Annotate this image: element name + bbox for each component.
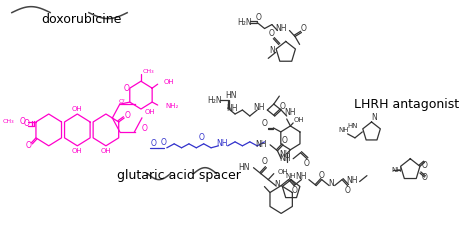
- Text: NH: NH: [275, 24, 287, 33]
- Text: O: O: [301, 24, 306, 33]
- Text: OH: OH: [277, 169, 288, 175]
- Text: O: O: [421, 161, 427, 170]
- Text: NH₂: NH₂: [165, 103, 178, 109]
- Text: O: O: [345, 186, 350, 195]
- Text: O': O': [118, 99, 126, 104]
- Text: OH: OH: [100, 148, 111, 154]
- Text: O: O: [269, 29, 274, 38]
- Text: OH: OH: [294, 117, 305, 123]
- Text: NH: NH: [255, 140, 266, 149]
- Text: doxorubicine: doxorubicine: [41, 13, 121, 26]
- Text: O: O: [26, 141, 31, 150]
- Text: NH: NH: [227, 103, 238, 112]
- Text: OH: OH: [163, 79, 174, 85]
- Text: OH: OH: [145, 109, 155, 115]
- Text: O: O: [24, 119, 29, 128]
- Text: O: O: [124, 84, 130, 93]
- Text: O: O: [280, 102, 286, 111]
- Text: O: O: [160, 138, 166, 147]
- Text: OH: OH: [72, 148, 82, 154]
- Text: O: O: [256, 13, 262, 22]
- Text: CH₃: CH₃: [2, 119, 14, 125]
- Text: O: O: [262, 157, 267, 166]
- Text: N: N: [274, 180, 280, 189]
- Text: O: O: [304, 159, 310, 168]
- Text: O: O: [151, 139, 157, 148]
- Text: NH: NH: [346, 176, 358, 185]
- Text: O: O: [199, 133, 205, 142]
- Text: O: O: [125, 112, 131, 121]
- Text: H₂N: H₂N: [207, 96, 222, 105]
- Text: HN: HN: [238, 163, 250, 172]
- Text: HN: HN: [226, 91, 237, 100]
- Text: NH: NH: [286, 173, 296, 179]
- Text: N: N: [328, 179, 334, 188]
- Text: O: O: [142, 125, 147, 134]
- Text: N: N: [372, 113, 377, 122]
- Text: NH: NH: [217, 139, 228, 148]
- Text: glutaric acid spacer: glutaric acid spacer: [118, 170, 241, 182]
- Text: NH: NH: [279, 150, 291, 159]
- Text: CH₃: CH₃: [143, 69, 155, 74]
- Text: OH: OH: [72, 106, 82, 112]
- Text: NH: NH: [284, 107, 296, 116]
- Text: NH: NH: [338, 127, 349, 133]
- Text: O: O: [261, 119, 267, 128]
- Text: HN: HN: [347, 123, 358, 129]
- Text: O: O: [319, 171, 325, 180]
- Text: NH: NH: [279, 154, 291, 163]
- Text: NH: NH: [253, 103, 265, 112]
- Text: O: O: [282, 136, 288, 145]
- Text: O: O: [421, 173, 427, 182]
- Text: H₂N: H₂N: [237, 18, 252, 27]
- Text: NH: NH: [391, 167, 401, 173]
- Text: O: O: [291, 186, 297, 195]
- Text: O: O: [19, 117, 25, 126]
- Text: N: N: [269, 46, 275, 55]
- Text: LHRH antagonist: LHRH antagonist: [354, 98, 459, 111]
- Text: NH: NH: [296, 172, 307, 181]
